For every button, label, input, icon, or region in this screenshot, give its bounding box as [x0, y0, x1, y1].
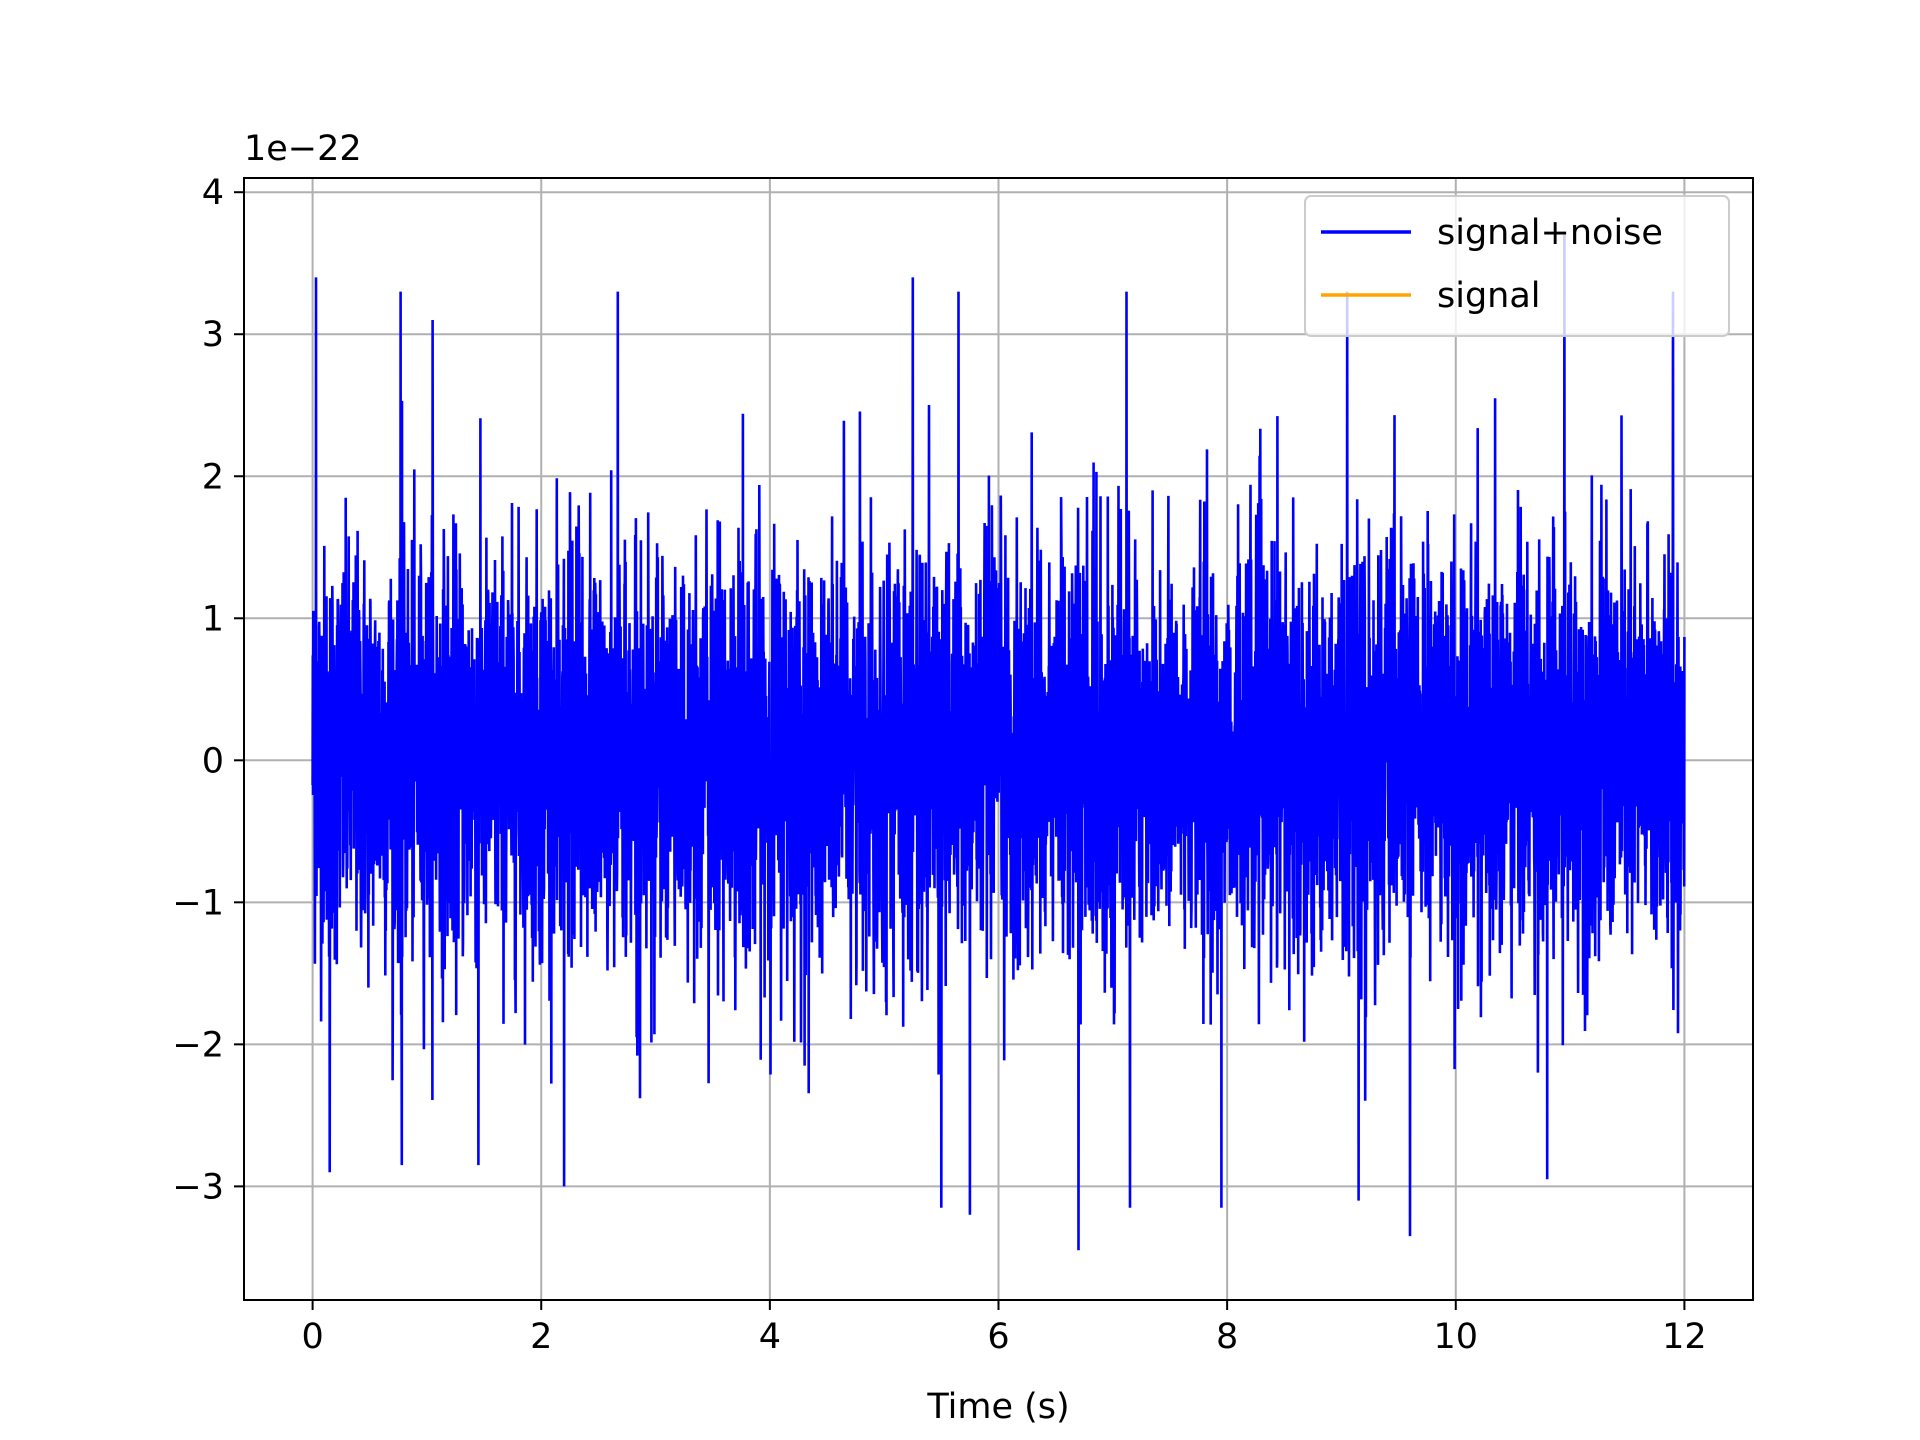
x-tick-label: 10: [1433, 1317, 1478, 1357]
x-axis-label: Time (s): [926, 1387, 1069, 1427]
y-tick-label: −1: [172, 883, 224, 923]
x-tick-label: 6: [987, 1317, 1009, 1357]
legend-label: signal+noise: [1437, 213, 1663, 253]
x-axis: 0 2 4 6 8 10 12: [301, 1300, 1707, 1357]
legend: signal+noise signal: [1304, 195, 1730, 337]
x-tick-label: 4: [759, 1317, 781, 1357]
x-tick-label: 8: [1216, 1317, 1238, 1357]
x-tick-label: 2: [530, 1317, 552, 1357]
y-tick-label: 2: [202, 457, 224, 497]
y-tick-label: 0: [202, 741, 224, 781]
series-signal-noise-line: [311, 234, 1686, 1251]
y-tick-label: 1: [202, 599, 224, 639]
y-tick-label: 4: [202, 173, 224, 213]
legend-label: signal: [1437, 276, 1541, 316]
x-tick-label: 12: [1662, 1317, 1707, 1357]
y-offset-text: 1e−22: [244, 129, 362, 169]
y-tick-label: −2: [172, 1025, 224, 1065]
y-axis: −3 −2 −1 0 1 2 3 4: [172, 173, 244, 1207]
y-tick-label: −3: [172, 1167, 224, 1207]
plot-area: [311, 234, 1686, 1251]
x-tick-label: 0: [301, 1317, 323, 1357]
y-tick-label: 3: [202, 315, 224, 355]
